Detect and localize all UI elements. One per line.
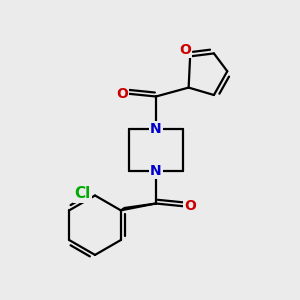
Text: Cl: Cl bbox=[74, 187, 91, 202]
Text: O: O bbox=[179, 43, 191, 57]
Text: O: O bbox=[184, 200, 196, 214]
Text: O: O bbox=[116, 86, 128, 100]
Text: N: N bbox=[150, 164, 162, 178]
Text: N: N bbox=[150, 122, 162, 136]
